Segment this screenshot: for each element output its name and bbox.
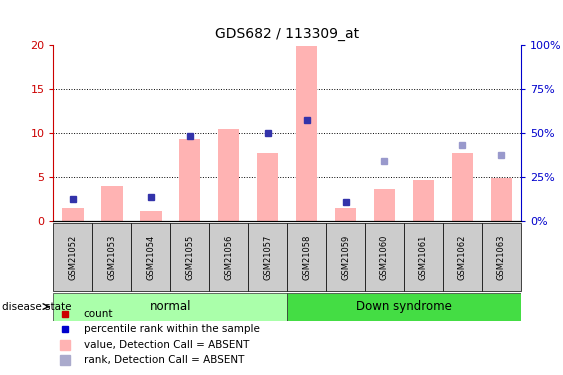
Bar xyxy=(92,223,131,291)
Text: GSM21063: GSM21063 xyxy=(497,234,506,280)
Bar xyxy=(53,292,287,321)
Bar xyxy=(101,186,123,221)
Bar xyxy=(365,223,404,291)
Bar xyxy=(413,180,434,221)
Bar xyxy=(62,208,84,221)
Bar xyxy=(326,223,365,291)
Bar xyxy=(443,223,482,291)
Bar xyxy=(287,223,326,291)
Text: GSM21057: GSM21057 xyxy=(263,234,272,280)
Text: normal: normal xyxy=(150,300,191,313)
Bar xyxy=(490,178,512,221)
Text: GSM21054: GSM21054 xyxy=(146,234,155,279)
Bar xyxy=(209,223,248,291)
Text: GSM21062: GSM21062 xyxy=(458,234,467,280)
Bar xyxy=(140,211,162,221)
Text: disease state: disease state xyxy=(2,302,71,312)
Text: value, Detection Call = ABSENT: value, Detection Call = ABSENT xyxy=(84,340,249,350)
Bar xyxy=(131,223,171,291)
Text: GSM21056: GSM21056 xyxy=(224,234,233,280)
Bar xyxy=(404,223,443,291)
Text: GSM21060: GSM21060 xyxy=(380,234,389,280)
Title: GDS682 / 113309_at: GDS682 / 113309_at xyxy=(215,27,359,41)
Bar xyxy=(296,46,318,221)
Bar xyxy=(171,223,209,291)
Bar xyxy=(287,292,521,321)
Text: percentile rank within the sample: percentile rank within the sample xyxy=(84,324,260,334)
Text: rank, Detection Call = ABSENT: rank, Detection Call = ABSENT xyxy=(84,356,244,366)
Text: GSM21052: GSM21052 xyxy=(69,234,78,279)
Text: Down syndrome: Down syndrome xyxy=(356,300,452,313)
Bar xyxy=(257,153,278,221)
Bar xyxy=(53,223,92,291)
Bar xyxy=(248,223,287,291)
Bar xyxy=(452,153,473,221)
Text: GSM21053: GSM21053 xyxy=(108,234,117,280)
Bar xyxy=(482,223,521,291)
Text: GSM21059: GSM21059 xyxy=(341,234,350,279)
Bar xyxy=(335,208,356,221)
Text: GSM21058: GSM21058 xyxy=(302,234,311,280)
Text: GSM21055: GSM21055 xyxy=(185,234,194,279)
Bar xyxy=(218,129,239,221)
Text: GSM21061: GSM21061 xyxy=(419,234,428,280)
Bar xyxy=(374,189,395,221)
Bar xyxy=(179,139,200,221)
Text: count: count xyxy=(84,309,113,319)
